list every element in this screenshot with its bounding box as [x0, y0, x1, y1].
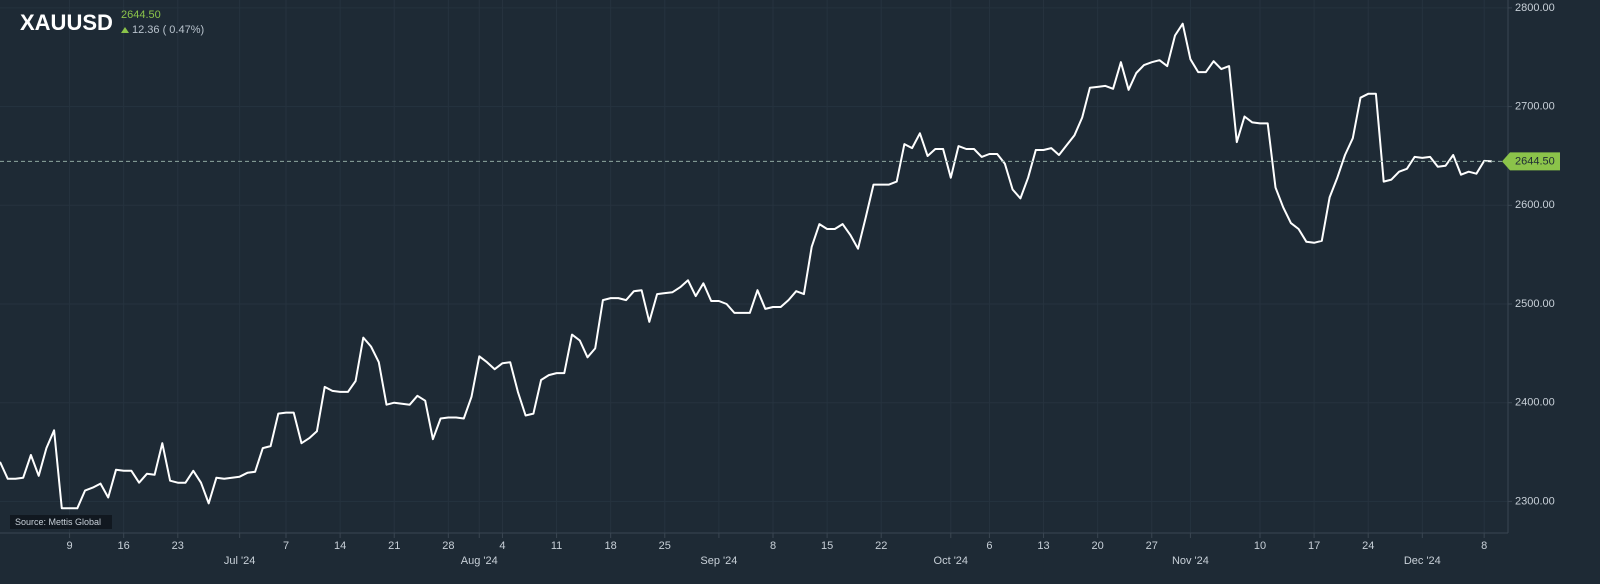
y-tick-label: 2800.00 [1515, 2, 1555, 14]
x-tick-label: 4 [499, 540, 505, 552]
y-tick-label: 2300.00 [1515, 495, 1555, 507]
x-tick-label: Dec '24 [1404, 555, 1441, 567]
x-tick-label: Nov '24 [1172, 555, 1209, 567]
x-tick-label: 28 [442, 540, 454, 552]
x-tick-label: Jul '24 [224, 555, 255, 567]
change: 12.36 ( 0.47%) [132, 24, 204, 36]
y-tick-label: 2700.00 [1515, 101, 1555, 113]
source-box [10, 515, 112, 529]
x-tick-label: 18 [605, 540, 617, 552]
x-tick-label: 13 [1037, 540, 1049, 552]
plot [0, 22, 1492, 510]
x-tick-label: 7 [283, 540, 289, 552]
x-tick-label: 9 [67, 540, 73, 552]
x-tick-label: 17 [1308, 540, 1320, 552]
x-tick-label: 27 [1146, 540, 1158, 552]
x-tick-label: 16 [118, 540, 130, 552]
x-tick-label: Oct '24 [934, 555, 969, 567]
source: Source: Mettis Global [15, 517, 101, 527]
x-tick-label: 14 [334, 540, 346, 552]
symbol: XAUUSD [20, 10, 113, 35]
x-tick-label: 21 [388, 540, 400, 552]
x-tick-label: 10 [1254, 540, 1266, 552]
x-tick-label: 22 [875, 540, 887, 552]
x-tick-label: 11 [551, 540, 562, 552]
x-tick-label: Sep '24 [700, 555, 737, 567]
y-tick-label: 2600.00 [1515, 199, 1555, 211]
x-tick-label: 20 [1092, 540, 1104, 552]
y-tick-label: 2500.00 [1515, 298, 1555, 310]
x-tick-label: Aug '24 [461, 555, 498, 567]
x-tick-label: 24 [1362, 540, 1374, 552]
x-tick-label: 8 [1481, 540, 1487, 552]
price-tag-label: 2644.50 [1515, 155, 1555, 167]
price: 2644.50 [121, 9, 161, 21]
x-tick-label: 23 [172, 540, 184, 552]
y-tick-label: 2400.00 [1515, 397, 1555, 409]
x-tick-label: 6 [986, 540, 992, 552]
price-tag [1502, 152, 1560, 171]
grid [0, 0, 1508, 533]
price-line [0, 22, 1492, 510]
x-tick-label: 15 [821, 540, 833, 552]
x-tick-label: 8 [770, 540, 776, 552]
x-tick-label: 25 [659, 540, 671, 552]
up-arrow [121, 27, 129, 33]
